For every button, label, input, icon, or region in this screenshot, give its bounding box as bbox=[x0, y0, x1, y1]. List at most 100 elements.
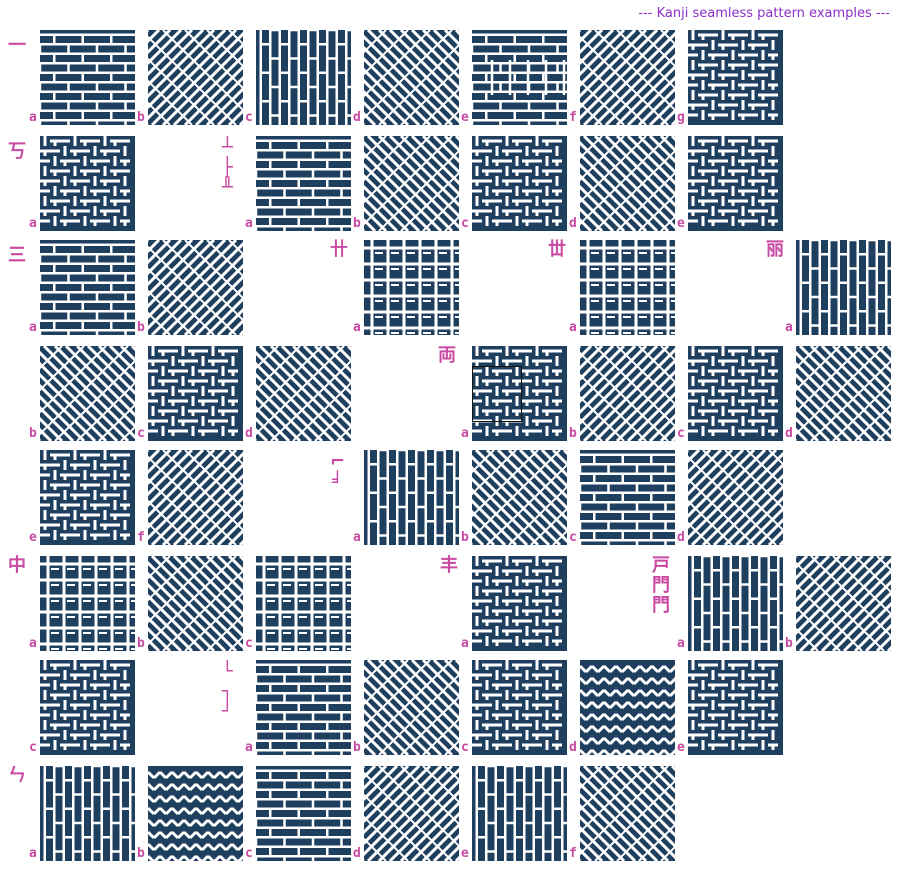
pattern-stroke bbox=[172, 473, 243, 545]
pattern-svg bbox=[580, 664, 675, 755]
pattern-stroke bbox=[148, 477, 215, 545]
pattern-stroke bbox=[366, 660, 459, 754]
pattern-stroke bbox=[184, 240, 243, 300]
pattern-stroke bbox=[594, 779, 675, 861]
pattern-stroke bbox=[580, 101, 603, 125]
pattern-svg bbox=[148, 30, 243, 125]
pattern-stroke bbox=[152, 818, 162, 828]
pattern-svg bbox=[796, 346, 891, 441]
tile-label: d bbox=[352, 846, 362, 861]
pattern-stroke bbox=[582, 136, 675, 230]
pattern-tile bbox=[580, 136, 675, 231]
pattern-stroke bbox=[148, 626, 172, 651]
pattern-stroke bbox=[205, 556, 243, 595]
tile-label: e bbox=[460, 846, 470, 861]
pattern-stroke bbox=[410, 660, 459, 710]
pattern-stroke bbox=[688, 450, 767, 530]
pattern-stroke bbox=[230, 854, 240, 861]
pattern-stroke bbox=[148, 267, 215, 335]
kanji-marker: 丽 bbox=[766, 239, 784, 260]
pattern-stroke bbox=[432, 833, 459, 861]
tile-label: c bbox=[460, 216, 470, 231]
pattern-svg bbox=[364, 766, 459, 861]
kanji-marker: 戸 門 門 bbox=[652, 555, 670, 616]
pattern-stroke bbox=[580, 136, 603, 160]
pattern-stroke bbox=[148, 240, 216, 309]
pattern-stroke bbox=[580, 825, 615, 861]
pattern-stroke bbox=[148, 240, 183, 276]
pattern-stroke bbox=[364, 151, 443, 231]
pattern-stroke bbox=[796, 556, 842, 603]
pattern-stroke bbox=[688, 477, 755, 545]
pattern-stroke bbox=[540, 450, 567, 478]
pattern-stroke bbox=[364, 56, 432, 125]
pattern-stroke bbox=[796, 627, 819, 651]
pattern-stroke bbox=[596, 736, 606, 746]
pattern-stroke bbox=[364, 766, 399, 802]
pattern-stroke bbox=[236, 782, 243, 792]
pattern-stroke bbox=[604, 766, 675, 838]
pattern-stroke bbox=[648, 413, 675, 441]
tile-label: a bbox=[676, 636, 686, 651]
pattern-tile bbox=[364, 240, 459, 335]
pattern-stroke bbox=[648, 136, 675, 164]
pattern-stroke bbox=[194, 285, 243, 335]
pattern-svg bbox=[472, 33, 567, 125]
pattern-stroke bbox=[530, 507, 567, 545]
pattern-stroke bbox=[148, 604, 194, 651]
pattern-stroke bbox=[796, 383, 853, 441]
pattern-tile bbox=[472, 450, 567, 545]
kanji-marker: 三 bbox=[8, 245, 26, 266]
pattern-stroke bbox=[472, 450, 495, 474]
pattern-tile bbox=[256, 766, 351, 861]
pattern-stroke bbox=[364, 195, 399, 231]
pattern-svg bbox=[256, 139, 351, 231]
pattern-stroke bbox=[148, 240, 194, 287]
pattern-stroke bbox=[604, 369, 675, 441]
pattern-stroke bbox=[614, 748, 624, 755]
tile-label: a bbox=[460, 636, 470, 651]
pattern-stroke bbox=[194, 75, 243, 125]
pattern-stroke bbox=[472, 498, 518, 545]
pattern-stroke bbox=[256, 346, 323, 414]
pattern-stroke bbox=[224, 854, 234, 861]
pattern-stroke bbox=[580, 136, 625, 182]
tile-label: f bbox=[136, 530, 146, 545]
pattern-svg bbox=[367, 450, 459, 545]
pattern-stroke bbox=[292, 381, 351, 441]
pattern-stroke bbox=[364, 173, 421, 231]
tile-label: d bbox=[784, 426, 794, 441]
pattern-stroke bbox=[148, 289, 193, 335]
pattern-stroke bbox=[472, 487, 529, 545]
pattern-stroke bbox=[364, 100, 388, 125]
pattern-stroke bbox=[162, 30, 243, 112]
pattern-stroke bbox=[148, 240, 205, 298]
pattern-stroke bbox=[366, 136, 459, 230]
kanji-marker: 一 bbox=[8, 35, 26, 56]
pattern-stroke bbox=[205, 506, 243, 545]
pattern-stroke bbox=[150, 451, 243, 545]
pattern-svg bbox=[40, 556, 135, 651]
pattern-stroke bbox=[656, 748, 666, 755]
pattern-stroke bbox=[580, 814, 626, 861]
pattern-tile bbox=[148, 450, 243, 545]
tile-label: c bbox=[568, 530, 578, 545]
pattern-stroke bbox=[668, 736, 675, 746]
pattern-tile bbox=[580, 450, 675, 545]
pattern-stroke bbox=[270, 359, 351, 441]
pattern-stroke bbox=[162, 569, 243, 651]
pattern-stroke bbox=[236, 854, 243, 861]
tile-label: c bbox=[244, 636, 254, 651]
pattern-stroke bbox=[40, 405, 75, 441]
pattern-stroke bbox=[594, 30, 675, 112]
pattern-stroke bbox=[148, 450, 183, 486]
pattern-stroke bbox=[638, 748, 648, 755]
pattern-stroke bbox=[580, 766, 625, 812]
pattern-stroke bbox=[662, 748, 672, 755]
tile-label: a bbox=[568, 320, 578, 335]
pattern-svg bbox=[148, 346, 238, 436]
pattern-stroke bbox=[421, 660, 459, 699]
pattern-stroke bbox=[40, 346, 63, 370]
pattern-stroke bbox=[148, 455, 237, 545]
pattern-stroke bbox=[280, 346, 351, 418]
